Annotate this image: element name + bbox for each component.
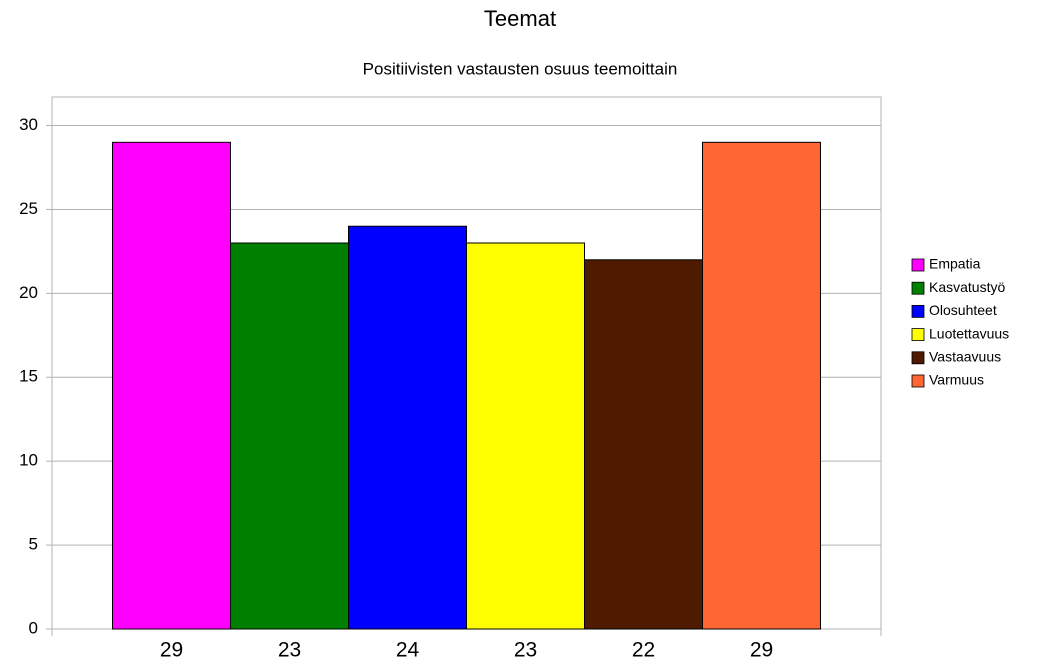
legend-swatch [911,258,925,272]
y-tick-label: 0 [29,618,38,637]
legend-swatch [911,374,925,388]
y-tick-label: 10 [19,451,38,470]
bar [702,141,821,630]
data-label: 24 [396,639,420,662]
y-tick-label: 5 [29,535,38,554]
data-label: 23 [514,639,537,662]
y-tick-label: 25 [19,199,38,218]
data-label: 23 [278,639,301,662]
legend-swatch [911,304,925,318]
chart-title: Teemat [484,6,556,31]
legend-swatch [911,351,925,365]
y-tick-label: 20 [19,283,38,302]
legend-label: Vastaavuus [929,349,1001,365]
y-tick-label: 30 [19,115,38,134]
legend-label: Empatia [929,256,981,272]
legend-label: Varmuus [929,372,984,388]
y-tick-label: 15 [19,367,38,386]
bar [348,225,467,630]
bar [112,141,231,630]
data-label: 29 [160,639,183,662]
chart-subtitle: Positiivisten vastausten osuus teemoitta… [363,59,678,78]
bar [230,242,349,630]
data-label: 22 [632,639,655,662]
legend-swatch [911,281,925,295]
legend-swatch [911,328,925,342]
legend-label: Olosuhteet [929,302,997,318]
data-label: 29 [750,639,773,662]
bar [584,259,703,630]
bar [466,242,585,630]
legend-label: Luotettavuus [929,325,1009,341]
legend-label: Kasvatustyö [929,279,1005,295]
